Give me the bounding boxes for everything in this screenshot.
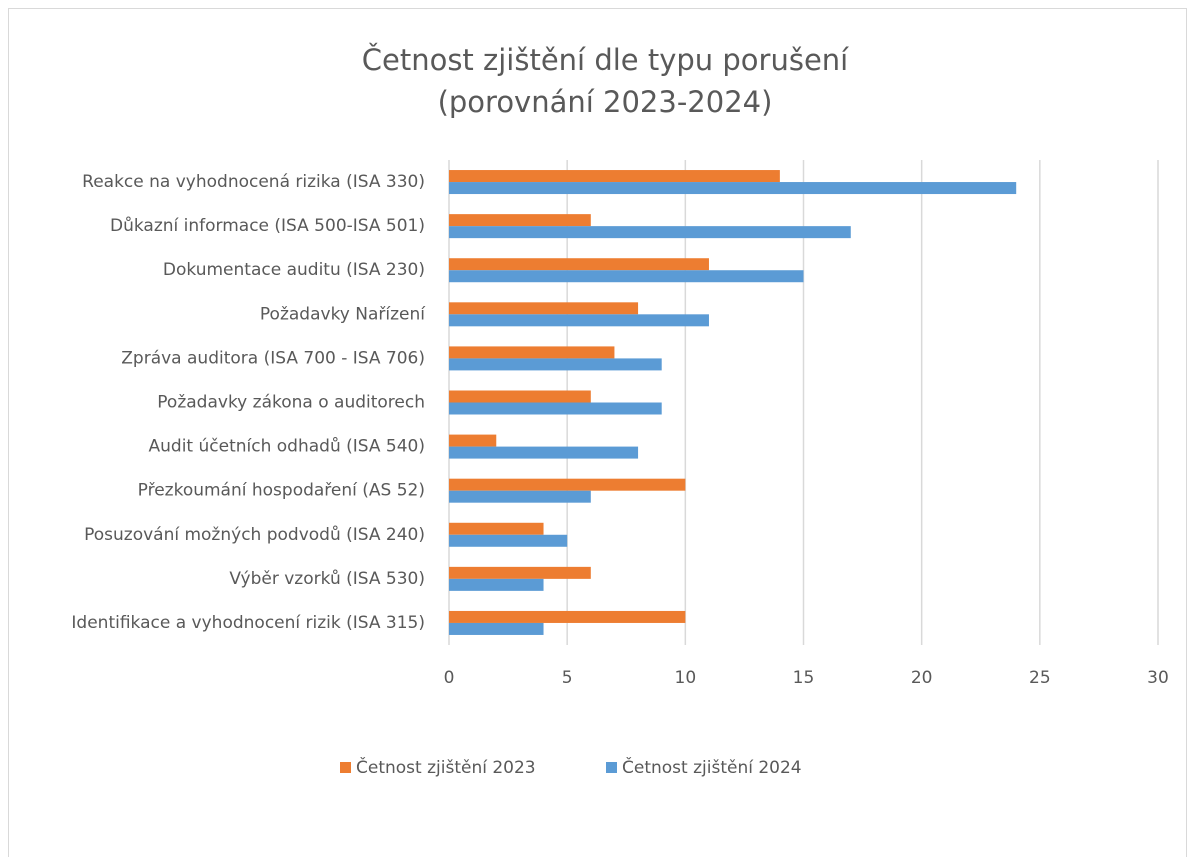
y-tick-label: Výběr vzorků (ISA 530): [229, 569, 425, 589]
y-tick-label: Požadavky Nařízení: [260, 304, 426, 324]
bar: [449, 490, 591, 503]
bar: [449, 314, 709, 327]
bar: [449, 182, 1017, 195]
bar: [449, 358, 662, 371]
bar: [449, 566, 591, 579]
x-tick-label: 10: [675, 668, 697, 688]
x-tick-label: 30: [1147, 668, 1169, 688]
bar: [449, 610, 686, 623]
legend-swatch: [606, 762, 617, 773]
bar: [449, 578, 544, 591]
y-tick-label: Audit účetních odhadů (ISA 540): [149, 437, 425, 457]
bar: [449, 434, 497, 447]
bar: [449, 346, 615, 359]
bar: [449, 522, 544, 535]
y-tick-label: Zpráva auditora (ISA 700 - ISA 706): [121, 348, 425, 368]
x-tick-label: 15: [793, 668, 815, 688]
bar: [449, 478, 686, 491]
bar: [449, 226, 851, 239]
y-tick-label: Dokumentace auditu (ISA 230): [163, 260, 425, 280]
y-tick-label: Požadavky zákona o auditorech: [157, 393, 425, 413]
y-tick-label: Identifikace a vyhodnocení rizik (ISA 31…: [71, 613, 425, 633]
legend-label: Četnost zjištění 2023: [356, 756, 536, 778]
bar: [449, 258, 709, 271]
x-tick-label: 20: [911, 668, 933, 688]
bar: [449, 214, 591, 227]
bar: [449, 402, 662, 415]
bar: [449, 390, 591, 403]
x-tick-label: 5: [562, 668, 573, 688]
bar: [449, 446, 639, 459]
y-tick-label: Reakce na vyhodnocená rizika (ISA 330): [82, 172, 425, 192]
y-tick-label: Posuzování možných podvodů (ISA 240): [84, 525, 425, 545]
bar: [449, 170, 780, 183]
chart-title: Četnost zjištění dle typu porušení: [362, 43, 849, 77]
y-tick-label: Důkazní informace (ISA 500-ISA 501): [110, 216, 425, 236]
chart-frame: [8, 8, 1187, 857]
y-tick-label: Přezkoumání hospodaření (AS 52): [138, 481, 425, 501]
bar: [449, 534, 568, 547]
x-tick-label: 25: [1029, 668, 1051, 688]
bar: [449, 622, 544, 635]
chart-title: (porovnání 2023-2024): [438, 85, 773, 119]
legend-swatch: [340, 762, 351, 773]
x-tick-label: 0: [444, 668, 455, 688]
bar: [449, 302, 639, 315]
bar: [449, 270, 804, 283]
legend-label: Četnost zjištění 2024: [622, 756, 802, 778]
